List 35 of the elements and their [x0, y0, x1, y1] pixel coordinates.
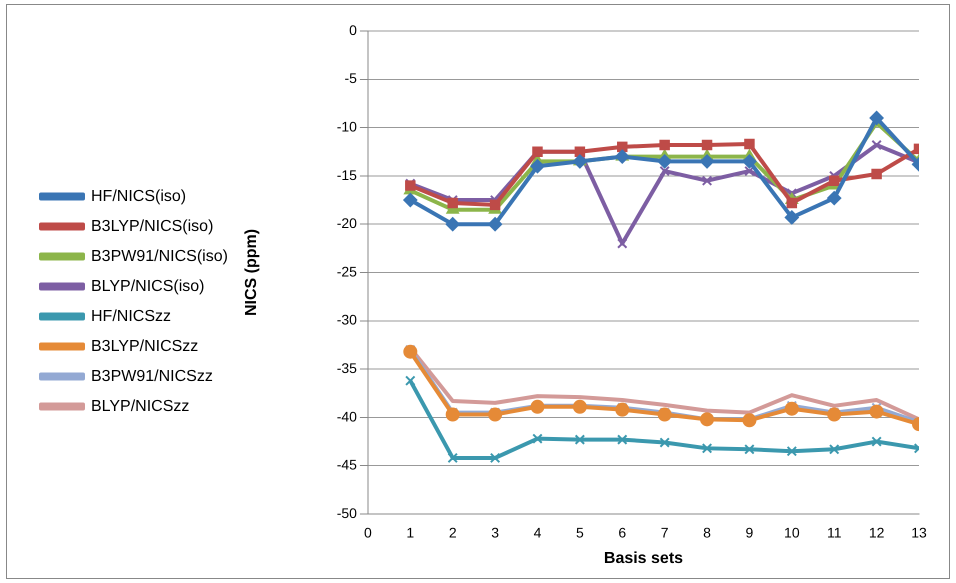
x-tick-label: 1: [406, 524, 414, 540]
x-tick-label: 2: [448, 524, 457, 540]
legend-label: B3LYP/NICS(iso): [91, 218, 214, 235]
x-tick-label: 9: [746, 524, 754, 540]
x-tick-label: 7: [660, 524, 669, 540]
x-tick-label: 5: [576, 524, 584, 540]
x-tick-label: 6: [618, 524, 626, 540]
legend-label: HF/NICSzz: [91, 308, 171, 325]
y-tick-label: -5: [344, 70, 358, 86]
legend-label: HF/NICS(iso): [91, 188, 186, 205]
legend-label: BLYP/NICS(iso): [91, 278, 205, 295]
x-axis-title: Basis sets: [604, 550, 684, 567]
x-tick-label: 0: [364, 524, 372, 540]
x-tick-label: 8: [703, 524, 712, 540]
y-tick-label: -50: [336, 504, 358, 521]
y-tick-label: -40: [336, 408, 358, 424]
y-tick-label: -15: [336, 166, 358, 183]
y-axis-title: NICS (ppm): [242, 228, 260, 316]
x-tick-label: 4: [534, 524, 542, 540]
y-tick-label: -25: [336, 263, 358, 280]
y-tick-label: -20: [336, 215, 358, 232]
y-tick-label: -45: [336, 456, 358, 473]
y-tick-label: -10: [336, 118, 358, 134]
x-tick-label: 10: [784, 524, 800, 540]
x-tick-label: 12: [868, 524, 885, 540]
y-tick-label: -30: [336, 312, 358, 328]
x-tick-label: 3: [491, 524, 500, 540]
legend-label: BLYP/NICSzz: [91, 398, 190, 415]
y-tick-label: -35: [336, 360, 358, 376]
legend-label: B3LYP/NICSzz: [91, 338, 198, 355]
legend-label: B3PW91/NICSzz: [91, 368, 213, 385]
y-tick-label: 0: [349, 22, 358, 38]
legend-label: B3PW91/NICS(iso): [91, 248, 228, 265]
x-tick-label: 13: [911, 524, 927, 540]
x-tick-label: 11: [826, 524, 842, 540]
